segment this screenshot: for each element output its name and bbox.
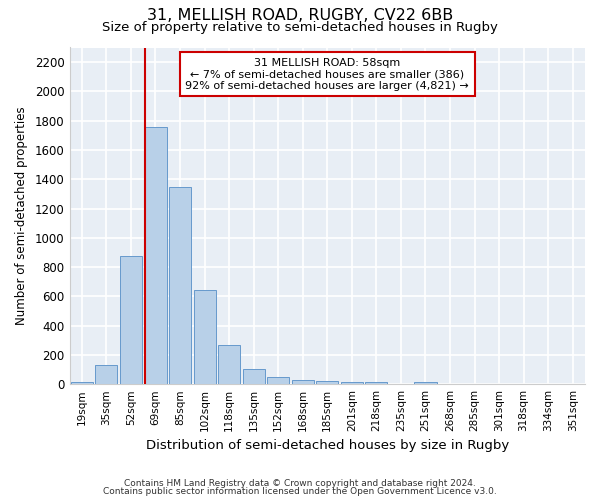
Bar (341, 382, 363, 384)
Bar (267, 377, 289, 384)
Bar (415, 382, 437, 384)
Bar (71, 382, 93, 384)
Bar (218, 344, 240, 384)
Text: Size of property relative to semi-detached houses in Rugby: Size of property relative to semi-detach… (102, 21, 498, 34)
Bar (120, 256, 142, 384)
Bar (365, 382, 388, 384)
Bar (242, 369, 265, 384)
Text: 31, MELLISH ROAD, RUGBY, CV22 6BB: 31, MELLISH ROAD, RUGBY, CV22 6BB (147, 8, 453, 22)
Bar (316, 380, 338, 384)
Text: Contains HM Land Registry data © Crown copyright and database right 2024.: Contains HM Land Registry data © Crown c… (124, 478, 476, 488)
Y-axis label: Number of semi-detached properties: Number of semi-detached properties (15, 106, 28, 325)
Bar (145, 126, 167, 384)
Bar (194, 290, 215, 384)
Text: Contains public sector information licensed under the Open Government Licence v3: Contains public sector information licen… (103, 487, 497, 496)
Bar (95, 365, 118, 384)
Bar (169, 186, 191, 384)
Text: 31 MELLISH ROAD: 58sqm
← 7% of semi-detached houses are smaller (386)
92% of sem: 31 MELLISH ROAD: 58sqm ← 7% of semi-deta… (185, 58, 469, 91)
Bar (292, 380, 314, 384)
X-axis label: Distribution of semi-detached houses by size in Rugby: Distribution of semi-detached houses by … (146, 440, 509, 452)
